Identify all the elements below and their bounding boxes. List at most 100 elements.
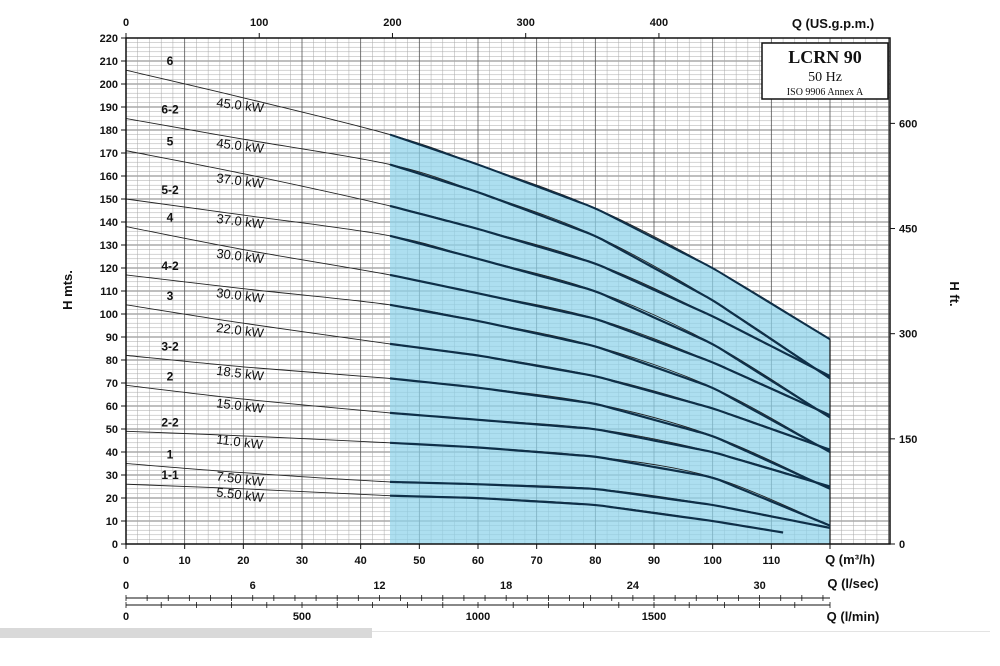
power-label-2-2: 11.0 kW <box>216 432 265 453</box>
y-tick-label: 0 <box>112 539 118 551</box>
curve-2-operating <box>389 411 831 488</box>
y2-axis-title: H ft. <box>947 281 962 306</box>
x-top-tick-label: 100 <box>250 17 268 29</box>
y2-tick-label: 450 <box>899 224 917 236</box>
y-tick-label: 180 <box>100 125 118 137</box>
x-lmin-tick-label: 1000 <box>466 611 490 623</box>
x-tick-label: 40 <box>355 555 367 567</box>
curve-label-3: 3 <box>167 289 174 303</box>
y-tick-label: 160 <box>100 171 118 183</box>
curve-4-2-operating <box>389 303 831 453</box>
y-tick-label: 210 <box>100 56 118 68</box>
x-lsec-tick-label: 6 <box>250 580 256 592</box>
power-label-2: 15.0 kW <box>216 395 266 416</box>
x-tick-label: 10 <box>179 555 191 567</box>
x-axis-title: Q (m³/h) <box>825 552 875 567</box>
x-lmin-tick-label: 500 <box>293 611 311 623</box>
power-label-4-2: 30.0 kW <box>216 285 266 306</box>
power-label-6: 45.0 kW <box>216 95 266 116</box>
operating-range <box>390 134 831 544</box>
curve-label-1: 1 <box>167 448 174 462</box>
curve-label-6: 6 <box>167 54 174 68</box>
y-tick-label: 120 <box>100 263 118 275</box>
x-tick-label: 20 <box>237 555 249 567</box>
curve-4-operating <box>389 273 831 417</box>
x-lsec-tick-label: 18 <box>500 580 512 592</box>
y2-tick-label: 150 <box>899 434 917 446</box>
power-label-5: 37.0 kW <box>216 170 266 191</box>
y-tick-label: 10 <box>106 516 118 528</box>
curve-6-2-operating <box>389 163 831 380</box>
curve-label-4: 4 <box>167 211 174 225</box>
x-tick-label: 70 <box>531 555 543 567</box>
x-lsec-axis-title: Q (l/sec) <box>827 576 878 591</box>
y-tick-label: 140 <box>100 217 118 229</box>
curve-label-2-2: 2-2 <box>161 415 179 429</box>
y-tick-label: 170 <box>100 148 118 160</box>
x-tick-label: 100 <box>703 555 721 567</box>
x-lsec-tick-label: 12 <box>373 580 385 592</box>
x-top-tick-label: 0 <box>123 17 129 29</box>
power-label-3-2: 18.5 kW <box>216 363 266 384</box>
power-label-1: 7.50 kW <box>216 469 266 490</box>
operating-range-fill <box>390 134 830 544</box>
y-tick-label: 130 <box>100 240 118 252</box>
curve-label-3-2: 3-2 <box>161 339 179 353</box>
curve-label-5-2: 5-2 <box>161 183 179 197</box>
x-tick-label: 50 <box>413 555 425 567</box>
x-lsec-tick-label: 0 <box>123 580 129 592</box>
power-label-1-1: 5.50 kW <box>216 484 266 505</box>
curve-3-operating <box>389 342 831 451</box>
footer-strip <box>0 628 372 638</box>
x-top-tick-label: 200 <box>383 17 401 29</box>
curve-1-operating <box>389 480 831 529</box>
x-tick-label: 30 <box>296 555 308 567</box>
y-tick-label: 190 <box>100 102 118 114</box>
x-top-axis-title: Q (US.g.p.m.) <box>792 16 874 31</box>
x-lmin-tick-label: 1500 <box>642 611 666 623</box>
chart-frequency: 50 Hz <box>808 70 842 85</box>
power-label-6-2: 45.0 kW <box>216 135 266 156</box>
curve-2-2-operating <box>389 441 831 527</box>
y-tick-label: 110 <box>100 286 118 298</box>
chart-title: LCRN 90 <box>788 47 862 67</box>
y-tick-label: 30 <box>106 470 118 482</box>
y2-tick-label: 300 <box>899 329 917 341</box>
x-lmin-axis-title: Q (l/min) <box>827 609 880 624</box>
curve-1-1-operating <box>389 494 784 534</box>
curve-5-operating <box>389 204 831 378</box>
curve-label-2: 2 <box>167 369 174 383</box>
curve-label-5: 5 <box>167 135 174 149</box>
x-tick-label: 110 <box>762 555 780 567</box>
y-tick-label: 80 <box>106 355 118 367</box>
curve-label-1-1: 1-1 <box>161 468 179 482</box>
x-lsec-tick-label: 30 <box>753 580 765 592</box>
curve-5-2-operating <box>389 234 831 419</box>
y2-tick-label: 0 <box>899 539 905 551</box>
chart-standard: ISO 9906 Annex A <box>787 87 864 98</box>
y-tick-label: 150 <box>100 194 118 206</box>
power-label-5-2: 37.0 kW <box>216 211 266 232</box>
x-lsec-tick-label: 24 <box>627 580 640 592</box>
y2-tick-label: 600 <box>899 118 917 130</box>
x-top-tick-label: 400 <box>650 17 668 29</box>
x-tick-label: 0 <box>123 555 129 567</box>
y-tick-label: 100 <box>100 309 118 321</box>
footer-line <box>372 631 990 632</box>
curve-label-4-2: 4-2 <box>161 259 179 273</box>
curve-label-6-2: 6-2 <box>161 103 179 117</box>
y-axis-title: H mts. <box>60 270 75 310</box>
power-label-3: 22.0 kW <box>216 320 266 341</box>
x-tick-label: 60 <box>472 555 484 567</box>
y-tick-label: 220 <box>100 33 118 45</box>
power-label-4: 30.0 kW <box>216 246 266 267</box>
curve-3-2-operating <box>389 377 831 490</box>
y-tick-label: 200 <box>100 79 118 91</box>
x-tick-label: 90 <box>648 555 660 567</box>
y-tick-label: 50 <box>106 424 118 436</box>
y-tick-label: 40 <box>106 447 118 459</box>
y-tick-label: 70 <box>106 378 118 390</box>
x-top-tick-label: 300 <box>517 17 535 29</box>
axes: 0102030405060708090100110120130140150160… <box>100 17 918 623</box>
